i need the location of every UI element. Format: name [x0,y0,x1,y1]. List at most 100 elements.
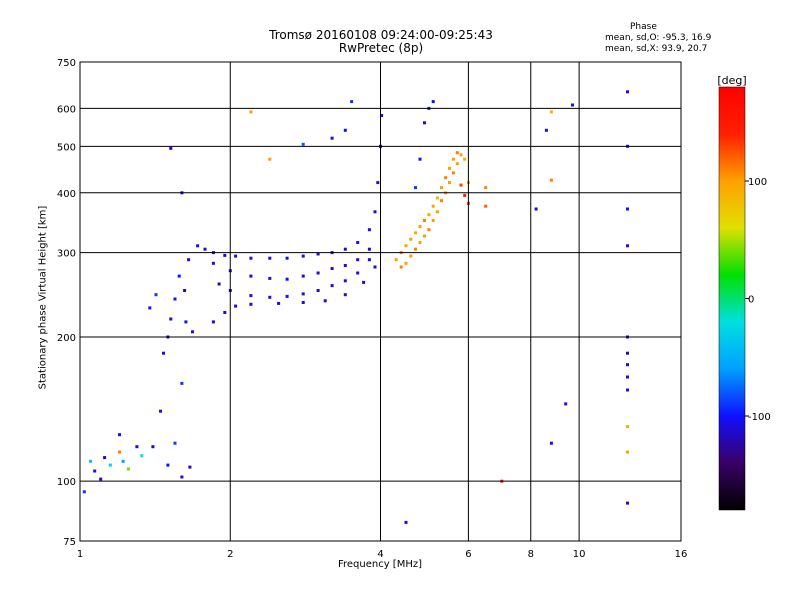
data-point-o [183,289,187,292]
y-tick-label: 100 [57,477,76,488]
data-point-x [549,178,553,182]
x-tick-label: 16 [675,549,688,560]
data-point-o [211,320,215,324]
phase-heading: Phase [630,22,657,32]
x-tick-label: 4 [377,549,383,560]
data-point-o [544,128,548,132]
data-point-o [223,311,227,314]
grid-lines [80,62,681,541]
data-point-x [448,181,451,185]
data-point-o [571,103,574,107]
data-point-o [301,254,305,258]
data-point-x [118,450,121,454]
data-point-o [277,301,281,305]
colorbar-tick-label: -100 [748,412,771,423]
data-point-o [367,228,371,232]
data-point-o [103,456,107,460]
data-point-o [423,121,426,125]
data-point-x [427,228,431,232]
data-point-o [316,271,320,275]
data-point-o [180,381,184,385]
data-point-o [173,297,177,301]
data-point-o [356,258,360,262]
data-point-x [431,204,435,208]
data-point-o [414,186,417,190]
chart-title: Tromsø 20160108 09:24:00-09:25:43 [269,28,493,42]
data-point-o [285,256,289,260]
data-point-x [435,210,439,214]
data-point-x [444,176,448,180]
data-point-o [159,409,162,413]
data-point-x [394,258,398,262]
data-point-x [423,234,426,238]
y-tick-label: 400 [57,189,76,200]
data-point-o [249,274,253,278]
data-point-x [404,261,408,265]
data-point-x [484,186,488,190]
data-point-x [455,162,459,166]
data-point-x [268,157,272,161]
data-point-o [285,294,289,298]
data-point-o [316,289,320,292]
data-point-x [459,183,463,187]
data-point-x [414,231,417,235]
data-point-o [203,247,207,251]
data-point-o [626,363,629,367]
data-point-o [211,261,215,265]
data-point-o [173,441,177,445]
data-point-o [223,253,227,257]
data-point-x [440,186,443,190]
data-point-o [367,258,371,262]
data-point-o [177,274,181,278]
data-point-x [459,153,463,157]
data-point-o [249,294,253,298]
data-point-x [549,110,553,114]
plot-frame [79,61,682,542]
data-point-o [626,375,629,379]
data-point-o [301,301,305,304]
data-point-o [89,459,93,463]
data-point-o [301,292,305,296]
data-point-x [404,244,408,248]
y-tick-label: 500 [57,142,76,153]
data-point-x [448,166,451,170]
data-point-x [423,219,426,222]
data-point-x [455,151,459,155]
y-tick-label: 200 [57,333,76,344]
colorbar-tick-label: 100 [748,177,767,188]
x-axis-label: Frequency [MHz] [337,559,423,570]
data-point-o [330,267,334,270]
y-tick-label: 600 [57,104,76,115]
data-point-o [549,441,553,445]
colorbar-label: [deg] [717,74,746,87]
phase-x-stats: mean, sd,X: 93.9, 20.7 [605,44,708,54]
data-point-o [626,207,629,211]
data-point-o [249,256,253,260]
data-point-o [135,445,139,449]
data-point-o [99,477,103,481]
data-point-o [151,445,155,449]
data-point-o [169,317,173,321]
data-point-o [188,465,192,469]
scatter-points [82,90,629,524]
x-tick-label: 6 [465,549,471,560]
chart-subtitle: RwPretec (8p) [338,41,424,55]
data-point-o [564,402,568,406]
data-point-o [118,433,121,437]
x-tick-label: 10 [573,549,586,560]
x-tick-label: 8 [528,549,534,560]
data-point-o [217,282,221,286]
data-point-o [418,157,422,161]
data-point-o [534,207,538,211]
data-point-o [343,264,347,267]
data-point-o [234,254,238,258]
data-point-o [350,100,354,104]
data-point-o [373,210,377,214]
data-point-x [418,225,422,229]
data-point-o [82,490,86,494]
data-point-o [626,90,629,94]
data-point-o [162,351,165,355]
data-point-o [356,241,360,244]
colorbar-tick-label: 0 [748,295,754,306]
